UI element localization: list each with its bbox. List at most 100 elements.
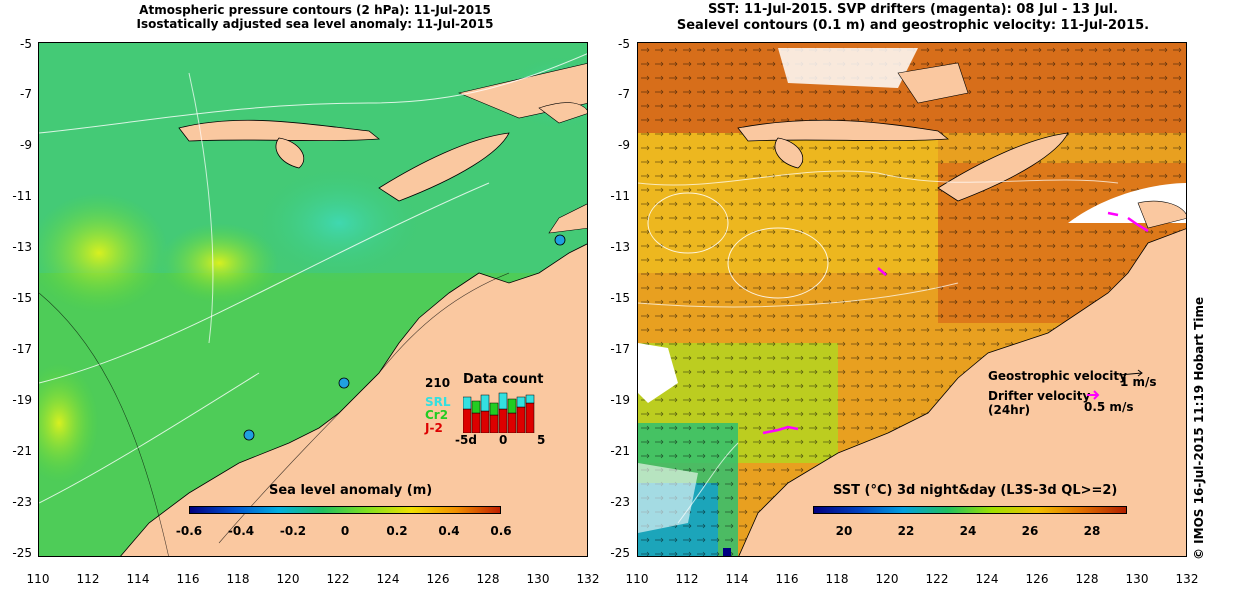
y-tick-label: -11 [12,189,32,203]
right-title-line2: Sealevel contours (0.1 m) and geostrophi… [676,18,1150,33]
y-tick-label: -13 [610,240,630,254]
y-tick-label: -17 [12,342,32,356]
data-count-bars [463,392,535,433]
lesser-sunda-islands [737,119,950,142]
left-title-line2: Isostatically adjusted sea level anomaly… [136,17,494,31]
x-tick-label: 118 [825,572,849,586]
x-tick-label: 128 [476,572,500,586]
data-count-x-tick-start: -5d [455,433,477,447]
data-count-series-cr2: Cr2 [425,408,449,422]
right-title-line1: SST: 11-Jul-2015. SVP drifters (magenta)… [707,2,1119,17]
x-tick-label: 112 [76,572,100,586]
geostrophic-velocity-label: Geostrophic velocity [988,369,1127,383]
x-tick-label: 120 [276,572,300,586]
x-tick-label: 132 [1175,572,1199,586]
svp-drifters [762,211,1149,435]
drifter-velocity-label: Drifter velocity [988,389,1091,403]
y-tick-label: -25 [610,546,630,560]
y-tick-label: -23 [610,495,630,509]
x-tick-label: 116 [775,572,799,586]
y-tick-label: -5 [618,37,630,51]
sla-colorbar-tick: 0 [340,524,350,538]
data-count-bar-group [463,392,535,433]
tide-gauge-marker [243,429,255,441]
x-tick-label: 122 [326,572,350,586]
y-tick-label: -15 [12,291,32,305]
left-panel-title: Atmospheric pressure contours (2 hPa): 1… [40,3,590,31]
geostrophic-scale: 1 m/s [1120,375,1157,389]
sla-colorbar-title: Sea level anomaly (m) [269,483,433,498]
x-tick-label: 118 [226,572,250,586]
x-tick-label: 126 [1025,572,1049,586]
data-count-max: 210 [425,376,451,390]
y-tick-label: -9 [20,138,32,152]
x-tick-label: 122 [925,572,949,586]
y-tick-label: -17 [610,342,630,356]
sst-colorbar [813,506,1127,514]
sea-level-anomaly-map: 210 Data count SRL Cr2 J-2 -5d 0 5 Sea l… [38,42,588,557]
x-tick-label: 112 [675,572,699,586]
imos-credit: © IMOS 16-Jul-2015 11:19 Hobart Time [1192,296,1206,560]
data-count-x-tick-mid: 0 [499,433,508,447]
y-tick-label: -7 [618,87,630,101]
sst-colorbar-title: SST (°C) 3d night&day (L3S-3d QL>=2) [833,483,1118,498]
sst-map-svg [638,43,1186,556]
x-tick-label: 114 [725,572,749,586]
y-tick-label: -19 [12,393,32,407]
right-panel-title: SST: 11-Jul-2015. SVP drifters (magenta)… [638,2,1188,34]
x-tick-label: 110 [26,572,50,586]
x-tick-label: 114 [126,572,150,586]
x-tick-label: 130 [1125,572,1149,586]
sst-colorbar-tick: 28 [1083,524,1101,538]
x-tick-label: 120 [875,572,899,586]
geostrophic-arrow-icon [1118,369,1143,377]
timor-island [378,132,510,202]
data-count-title: Data count [463,372,544,387]
sealevel-contour [727,227,829,299]
y-tick-label: -25 [12,546,32,560]
sumba-island [275,137,305,169]
data-count-series-srl: SRL [425,395,451,409]
drifter-velocity-period: (24hr) [988,403,1031,417]
left-title-line1: Atmospheric pressure contours (2 hPa): 1… [139,3,491,17]
sumba-island [774,137,804,169]
y-tick-label: -13 [12,240,32,254]
sea-level-map-svg [39,43,587,556]
tide-gauge-marker [554,234,566,246]
y-tick-label: -15 [610,291,630,305]
x-tick-label: 124 [376,572,400,586]
australia-landmass [738,228,1186,556]
sla-colorbar-tick: -0.2 [279,524,307,538]
y-tick-label: -21 [12,444,32,458]
sla-colorbar [189,506,501,514]
data-count-series-j2: J-2 [425,421,443,435]
sst-colorbar-tick: 20 [835,524,853,538]
y-tick-label: -5 [20,37,32,51]
drifter-arrow-icon [1087,390,1100,400]
y-tick-label: -11 [610,189,630,203]
sst-colorbar-tick: 22 [897,524,915,538]
sst-map: Geostrophic velocity 1 m/s Drifter veloc… [637,42,1187,557]
y-tick-label: -23 [12,495,32,509]
sla-colorbar-tick: -0.4 [227,524,255,538]
y-tick-label: -19 [610,393,630,407]
tide-gauge-marker [338,377,350,389]
x-tick-label: 130 [526,572,550,586]
lesser-sunda-islands [178,119,381,142]
x-tick-label: 110 [625,572,649,586]
x-tick-label: 132 [576,572,600,586]
y-tick-label: -9 [618,138,630,152]
sla-colorbar-tick: 0.6 [490,524,512,538]
x-tick-label: 124 [975,572,999,586]
sla-colorbar-tick: 0.4 [438,524,460,538]
high-anomaly-region [39,193,169,313]
sla-colorbar-tick: -0.6 [175,524,203,538]
y-tick-label: -7 [20,87,32,101]
sst-colorbar-tick: 24 [959,524,977,538]
drifter-scale: 0.5 m/s [1084,400,1134,414]
data-count-x-tick-end: 5 [537,433,546,447]
timor-island [937,132,1069,202]
x-tick-label: 116 [176,572,200,586]
sst-colorbar-tick: 26 [1021,524,1039,538]
x-tick-label: 126 [426,572,450,586]
